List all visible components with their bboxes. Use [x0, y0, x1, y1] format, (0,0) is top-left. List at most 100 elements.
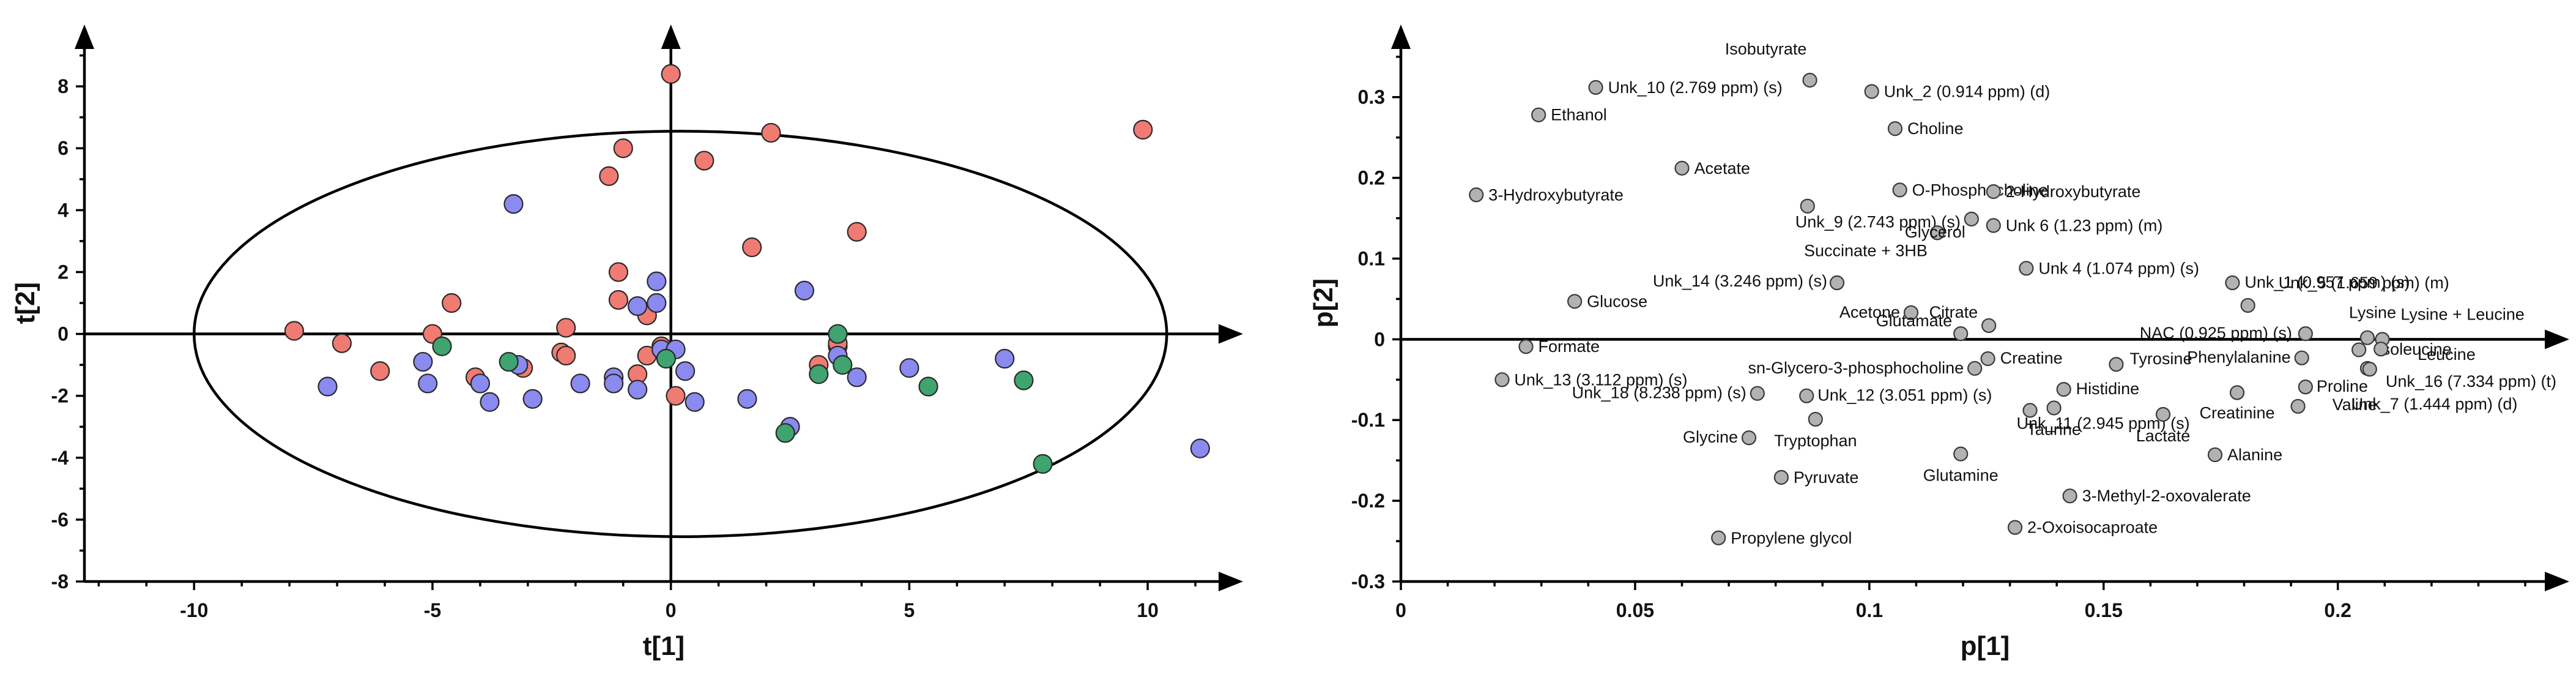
- score-point-red: [661, 64, 681, 84]
- loading-point: [1494, 372, 1510, 387]
- loading-point: [1741, 430, 1757, 446]
- loading-point: [1887, 121, 1903, 137]
- loading-point: [2229, 385, 2245, 400]
- x-tick-label: 0.2: [2324, 599, 2351, 621]
- loading-point-label: Unk_2 (0.914 ppm) (d): [1884, 82, 2051, 100]
- score-point-blue: [647, 293, 667, 313]
- score-point-red: [694, 151, 715, 171]
- loading-point: [2225, 275, 2240, 291]
- score-point-red: [613, 138, 633, 159]
- loading-point: [1892, 182, 1907, 198]
- score-point-blue: [480, 392, 500, 412]
- loading-point: [2155, 406, 2171, 422]
- score-point-blue: [647, 271, 667, 291]
- loading-point-label: Glutamate: [1876, 312, 1953, 330]
- score-point-red: [742, 237, 762, 258]
- loading-point-label: Acetone: [1839, 303, 1900, 321]
- x-axis-arrow: [1219, 324, 1243, 344]
- score-point-green: [1014, 370, 1034, 391]
- loading-point: [2351, 342, 2367, 357]
- score-point-red: [556, 345, 576, 366]
- x-tick-label: -10: [180, 599, 208, 621]
- loading-point-label: Tryptophan: [1774, 432, 1857, 450]
- loading-point: [1808, 411, 1823, 427]
- loading-point: [2019, 261, 2034, 276]
- loading-point-label: Unk_12 (3.051 ppm) (s): [1817, 386, 1992, 405]
- loading-point-label: NAC (0.925 ppm) (s): [2140, 324, 2292, 342]
- loading-point: [1964, 211, 1979, 226]
- loading-point-label: sn-Glycero-3-phosphocholine: [1748, 359, 1964, 377]
- loading-point: [1674, 160, 1690, 176]
- hotelling-ellipse: [193, 130, 1168, 538]
- score-point-red: [332, 333, 352, 353]
- y-tick-label: 0.2: [1358, 167, 1385, 189]
- y-tick-label: 0.1: [1358, 247, 1385, 269]
- loading-point: [1981, 318, 1997, 334]
- loading-point: [1829, 275, 1845, 291]
- loading-point-label: Lactate: [2136, 427, 2191, 445]
- score-point-green: [775, 423, 795, 443]
- loading-point: [1588, 80, 1603, 95]
- loading-point-label: Glutamine: [1923, 466, 1999, 485]
- loading-point: [2056, 382, 2071, 397]
- loading-point-label: Valine: [2333, 395, 2377, 414]
- score-point-blue: [685, 392, 705, 412]
- x-tick-label: 0: [1395, 599, 1406, 621]
- x-tick-label: 10: [1137, 599, 1159, 621]
- y-axis-label: p[2]: [1308, 279, 1338, 328]
- x-tick-label: 0: [666, 599, 677, 621]
- loading-point-label: Unk 6 (1.23 ppm) (m): [2006, 216, 2163, 234]
- score-point-red: [442, 293, 462, 313]
- loading-point-label: Leucine: [2418, 345, 2476, 364]
- loading-point: [1799, 388, 1814, 403]
- loading-point-label: 2-Hydroxybutyrate: [2006, 182, 2141, 201]
- x-axis-label: p[1]: [1961, 631, 2010, 661]
- loading-point: [2362, 362, 2377, 377]
- loading-point: [2374, 342, 2389, 357]
- loading-point-label: Unk 4 (1.074 ppm) (s): [2038, 259, 2199, 277]
- score-point-blue: [522, 389, 543, 409]
- loading-point-label: Unk_14 (3.246 ppm) (s): [1653, 272, 1827, 290]
- loading-point: [1711, 530, 1726, 545]
- y-tick-label: 2: [58, 261, 69, 283]
- loading-point-label: Taurine: [2027, 420, 2081, 438]
- y-tick-label: -0.3: [1351, 570, 1385, 593]
- x-tick-label: 0.05: [1616, 599, 1654, 621]
- loading-point: [2240, 297, 2255, 313]
- loading-point: [1802, 72, 1817, 88]
- loading-point: [1903, 305, 1919, 320]
- score-point-red: [761, 122, 781, 143]
- score-point-red: [608, 262, 629, 282]
- loading-point: [1800, 198, 1815, 214]
- loading-point: [1750, 386, 1765, 401]
- x-tick-label: 0.15: [2085, 599, 2123, 621]
- loading-point-label: Unk_13 (3.112 ppm) (s): [1514, 370, 1687, 389]
- loading-point-label: Choline: [1907, 119, 1964, 138]
- loading-plot: 0 0.05 0.1 0.15 0.2 -0.3 -0.2 -0.1 0 0.1 0.2 0.3 p[1…: [1308, 24, 2569, 661]
- y-frame-arrow: [75, 24, 94, 49]
- loading-point: [1986, 218, 2001, 233]
- loading-point-label: Isoleucine: [2377, 340, 2452, 358]
- loading-point-label: Creatine: [2000, 349, 2063, 367]
- score-point-green: [499, 351, 519, 372]
- loading-point-label: Pyruvate: [1794, 468, 1859, 487]
- score-point-blue: [737, 389, 757, 409]
- x-axis-arrow: [2545, 572, 2569, 591]
- y-tick-label: -8: [51, 570, 69, 593]
- x-frame-arrow: [1219, 572, 1243, 591]
- x-tick-label: -5: [424, 599, 441, 621]
- loading-point-label: Phenylalanine: [2187, 348, 2291, 367]
- score-point-red: [1133, 119, 1153, 140]
- loading-point: [2290, 398, 2306, 414]
- y-tick-label: 4: [58, 199, 69, 221]
- x-tick-label: 5: [904, 599, 915, 621]
- score-point-green: [809, 364, 829, 384]
- loading-point-label: Unk_5 (1.659 ppm) (m): [2279, 274, 2449, 292]
- loading-point-label: Glycerol: [1905, 223, 1965, 241]
- score-point-red: [847, 222, 867, 242]
- y-tick-label: 0: [1374, 328, 1385, 350]
- score-point-red: [666, 386, 686, 406]
- x-axis-label: t[1]: [643, 631, 685, 661]
- score-point-green: [432, 336, 452, 356]
